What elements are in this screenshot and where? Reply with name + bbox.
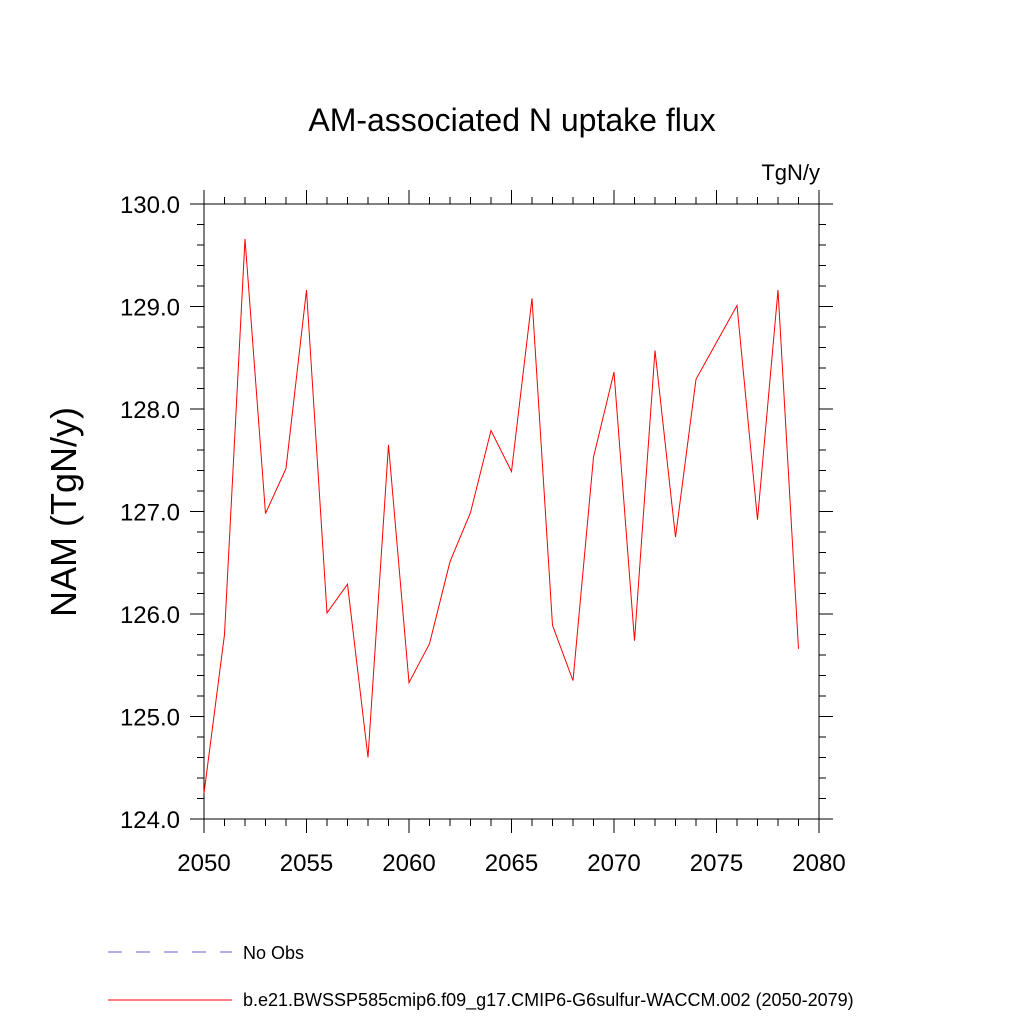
y-tick-label: 127.0 [120, 500, 180, 527]
series-layer [203, 238, 799, 794]
legend: No Obs b.e21.BWSSP585cmip6.f09_g17.CMIP6… [108, 943, 854, 1011]
x-tick-label: 2070 [587, 850, 640, 877]
y-tick-label: 128.0 [120, 397, 180, 424]
legend-label-model: b.e21.BWSSP585cmip6.f09_g17.CMIP6-G6sulf… [243, 990, 854, 1011]
series-line [203, 238, 799, 794]
legend-label-no-obs: No Obs [243, 943, 304, 963]
y-tick-label: 129.0 [120, 295, 180, 322]
x-tick-label: 2065 [485, 850, 538, 877]
y-axis-label: NAM (TgN/y) [43, 407, 84, 617]
x-tick-label: 2060 [382, 850, 435, 877]
plot-frame [203, 203, 820, 820]
x-tick-label: 2075 [690, 850, 743, 877]
axis-ticks [190, 190, 833, 833]
y-tick-label: 130.0 [120, 192, 180, 219]
x-tick-label: 2055 [280, 850, 333, 877]
x-tick-label: 2080 [792, 850, 845, 877]
y-tick-label: 126.0 [120, 602, 180, 629]
x-tick-label: 2050 [177, 850, 230, 877]
units-label: TgN/y [761, 160, 820, 185]
y-tick-label: 125.0 [120, 705, 180, 732]
chart-title: AM-associated N uptake flux [308, 102, 715, 138]
y-tick-label: 124.0 [120, 807, 180, 834]
axis-tick-labels: 2050 2055 2060 2065 2070 2075 2080 124.0 125.0 12… [120, 192, 846, 877]
